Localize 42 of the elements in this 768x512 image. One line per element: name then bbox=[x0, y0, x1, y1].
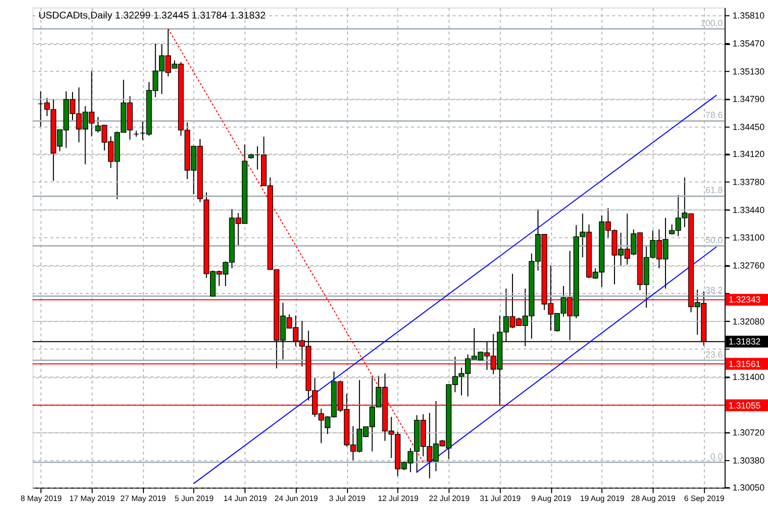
x-tick-label: 3 Jul 2019 bbox=[329, 494, 366, 503]
y-tick-label: 1.33100 bbox=[732, 232, 765, 243]
y-tick-label: 1.31400 bbox=[732, 372, 765, 382]
annotation: 61.8 bbox=[705, 185, 723, 196]
ref-line-label: 1.32343 bbox=[728, 294, 761, 305]
ref-line-label: 1.31055 bbox=[728, 400, 761, 410]
x-tick-label: 31 Jul 2019 bbox=[480, 494, 521, 503]
annotation: 100.0 bbox=[700, 18, 723, 28]
y-tick-label: 1.35130 bbox=[732, 66, 765, 76]
x-tick-label: 28 Aug 2019 bbox=[631, 494, 676, 503]
x-tick-label: 9 Aug 2019 bbox=[531, 494, 572, 503]
y-tick-label: 1.30050 bbox=[732, 482, 765, 493]
y-tick-label: 1.34790 bbox=[732, 94, 765, 104]
y-tick-label: 1.34120 bbox=[732, 149, 765, 160]
x-tick-label: 17 May 2019 bbox=[69, 494, 115, 503]
x-tick-label: 12 Jul 2019 bbox=[378, 494, 419, 503]
x-tick-label: 8 May 2019 bbox=[20, 494, 62, 503]
annotation: 50.0 bbox=[705, 234, 723, 245]
annotation: 23.6 bbox=[705, 349, 723, 360]
annotation: 78.6 bbox=[705, 110, 723, 120]
x-tick-label: 22 Jul 2019 bbox=[428, 494, 470, 503]
annotation: 38.2 bbox=[705, 285, 723, 296]
x-tick-label: 27 May 2019 bbox=[120, 494, 166, 503]
x-tick-label: 14 Jun 2019 bbox=[223, 494, 267, 503]
x-tick-label: 5 Jun 2019 bbox=[174, 494, 214, 503]
x-tick-label: 19 Aug 2019 bbox=[580, 494, 624, 503]
y-tick-label: 1.33780 bbox=[732, 176, 765, 187]
y-tick-label: 1.30720 bbox=[732, 428, 765, 438]
ref-line-label: 1.31561 bbox=[728, 358, 761, 369]
y-tick-label: 1.34450 bbox=[732, 122, 765, 132]
x-tick-label: 6 Sep 2019 bbox=[684, 494, 724, 503]
y-tick-label: 1.32080 bbox=[732, 316, 765, 326]
annotation: 0.0 bbox=[710, 451, 723, 462]
y-tick-label: 1.32760 bbox=[732, 260, 765, 271]
y-tick-label: 1.35810 bbox=[732, 10, 765, 21]
candlestick bbox=[133, 130, 140, 138]
y-tick-label: 1.30380 bbox=[732, 456, 765, 466]
y-tick-label: 1.35470 bbox=[732, 38, 765, 49]
y-tick-label: 1.33440 bbox=[732, 204, 765, 215]
ref-line-label: 1.31832 bbox=[728, 336, 761, 347]
chart-title: USDCADts,Daily 1.32299 1.32445 1.31784 1.31832 bbox=[38, 10, 266, 22]
x-tick-label: 24 Jun 2019 bbox=[274, 494, 318, 503]
